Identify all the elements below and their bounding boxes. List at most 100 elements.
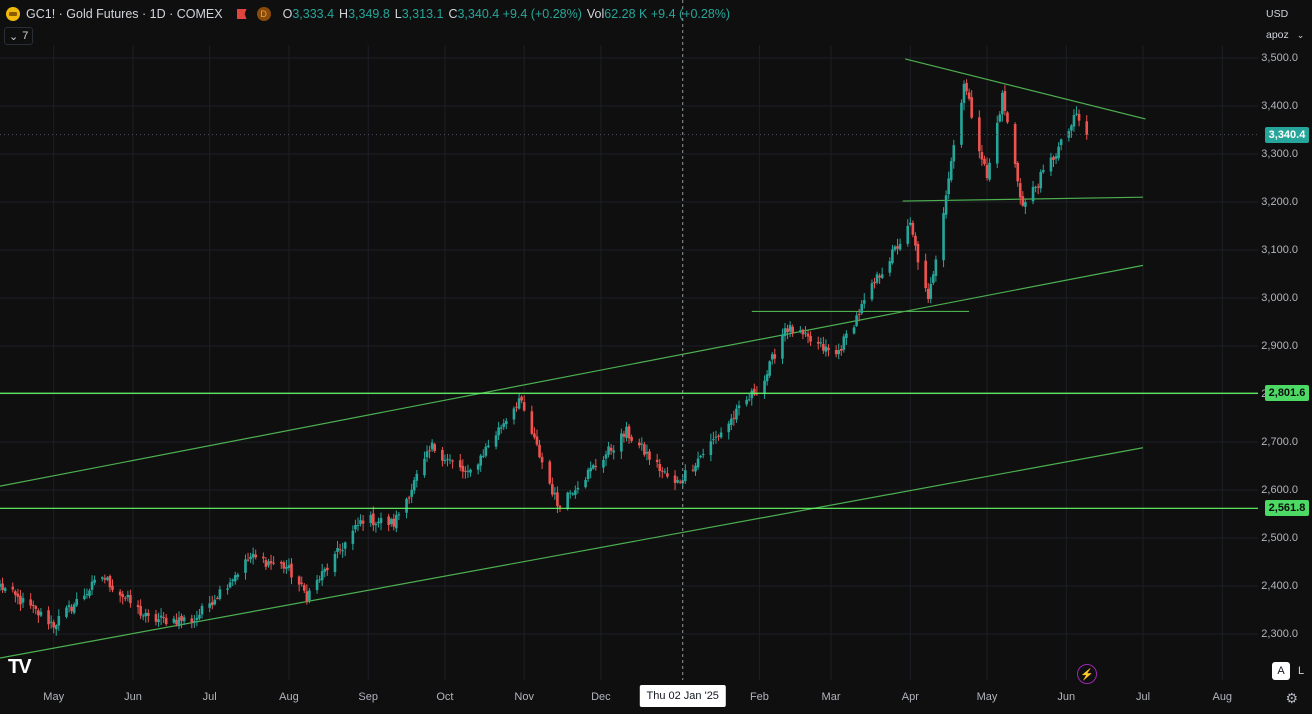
candle-body bbox=[801, 329, 805, 335]
candle-body bbox=[591, 465, 595, 469]
candle bbox=[1075, 106, 1078, 116]
candle-body bbox=[389, 519, 393, 525]
candle-body bbox=[985, 164, 989, 179]
candle-body bbox=[806, 333, 810, 337]
gold-coin-icon[interactable] bbox=[6, 7, 20, 21]
candle bbox=[282, 560, 286, 574]
candle-body bbox=[67, 605, 71, 608]
lightning-icon[interactable]: ⚡ bbox=[1077, 664, 1097, 684]
candle-body bbox=[129, 595, 132, 604]
ohlc-key-vol: Vol bbox=[586, 7, 605, 21]
candle bbox=[326, 563, 329, 576]
candle-body bbox=[712, 439, 715, 441]
trendline-3[interactable] bbox=[905, 58, 1146, 120]
currency-selector[interactable]: USD bbox=[1263, 5, 1306, 23]
candle bbox=[630, 434, 633, 443]
candle bbox=[1034, 185, 1037, 193]
auto-scale-button[interactable]: A bbox=[1272, 662, 1290, 680]
candle bbox=[412, 476, 416, 495]
candle bbox=[566, 491, 569, 511]
candle bbox=[875, 271, 879, 285]
candle-body bbox=[607, 446, 610, 455]
candle-body bbox=[315, 579, 319, 591]
candle-body bbox=[356, 524, 360, 526]
tradingview-logo[interactable]: TV bbox=[8, 656, 32, 678]
candle-body bbox=[164, 618, 168, 625]
candle-body bbox=[960, 102, 963, 145]
candle bbox=[118, 589, 122, 603]
candle bbox=[494, 431, 498, 450]
trendline-1[interactable] bbox=[0, 264, 1144, 487]
price-tick-label: 3,200.0 bbox=[1261, 196, 1298, 208]
candle bbox=[410, 483, 413, 504]
candle bbox=[855, 312, 858, 327]
candle-body bbox=[924, 260, 927, 289]
candle bbox=[372, 506, 375, 532]
gear-icon[interactable]: ⚙ bbox=[1285, 690, 1298, 706]
grid-lines bbox=[0, 45, 1258, 680]
candle-body bbox=[269, 561, 273, 564]
candle bbox=[1013, 122, 1017, 168]
log-scale-button[interactable]: L bbox=[1297, 665, 1305, 677]
candle-body bbox=[783, 328, 787, 337]
candle bbox=[515, 402, 518, 412]
candle bbox=[676, 476, 679, 484]
candle bbox=[1085, 115, 1089, 140]
candle-body bbox=[494, 435, 498, 447]
candle bbox=[714, 430, 718, 444]
candle-body bbox=[880, 274, 884, 278]
time-tick-label: Dec bbox=[591, 691, 611, 703]
candle-body bbox=[1049, 157, 1053, 172]
candle bbox=[47, 606, 50, 630]
candle-body bbox=[553, 492, 557, 495]
candle-body bbox=[93, 579, 96, 583]
candle-body bbox=[873, 281, 876, 284]
candle bbox=[108, 574, 112, 592]
candle-body bbox=[466, 470, 470, 472]
candle-body bbox=[952, 145, 956, 162]
unit-selector[interactable]: apoz ⌄ bbox=[1263, 26, 1306, 44]
candle bbox=[965, 79, 968, 96]
candle bbox=[909, 217, 912, 227]
candle-body bbox=[932, 274, 935, 283]
candle-body bbox=[37, 610, 40, 616]
symbol-title[interactable]: GC1! · Gold Futures · 1D · COMEX bbox=[26, 7, 223, 21]
candle bbox=[517, 393, 521, 410]
candle bbox=[806, 330, 810, 344]
candle-body bbox=[1013, 124, 1017, 164]
candle-body bbox=[162, 617, 165, 619]
candle bbox=[193, 615, 196, 628]
candle-body bbox=[896, 246, 899, 249]
candle bbox=[1018, 178, 1022, 205]
candle bbox=[926, 282, 930, 304]
candle-body bbox=[717, 435, 720, 437]
candle bbox=[297, 575, 301, 592]
candle-body bbox=[103, 578, 107, 580]
candle bbox=[988, 158, 991, 182]
candle bbox=[111, 579, 114, 593]
red-flag-icon[interactable] bbox=[236, 9, 247, 19]
candle bbox=[737, 400, 741, 416]
candle bbox=[719, 427, 723, 439]
candle bbox=[1021, 191, 1025, 207]
trendline-2[interactable] bbox=[0, 447, 1144, 659]
candle bbox=[318, 575, 321, 583]
candle-body bbox=[412, 480, 416, 491]
candle-body bbox=[1041, 170, 1045, 173]
candle bbox=[251, 547, 255, 565]
candle bbox=[535, 429, 539, 447]
candle bbox=[816, 336, 820, 350]
candle-body bbox=[512, 408, 516, 420]
price-tick-label: 2,300.0 bbox=[1261, 628, 1298, 640]
candle bbox=[845, 330, 848, 346]
candle bbox=[379, 512, 383, 531]
candle-body bbox=[443, 459, 447, 462]
candle-body bbox=[487, 445, 490, 448]
candle-body bbox=[57, 616, 61, 626]
candle bbox=[377, 517, 380, 528]
candle-body bbox=[809, 335, 812, 342]
candle bbox=[770, 352, 774, 365]
candle-body bbox=[231, 579, 234, 582]
collapse-indicators-button[interactable]: ⌄ 7 bbox=[4, 27, 34, 45]
